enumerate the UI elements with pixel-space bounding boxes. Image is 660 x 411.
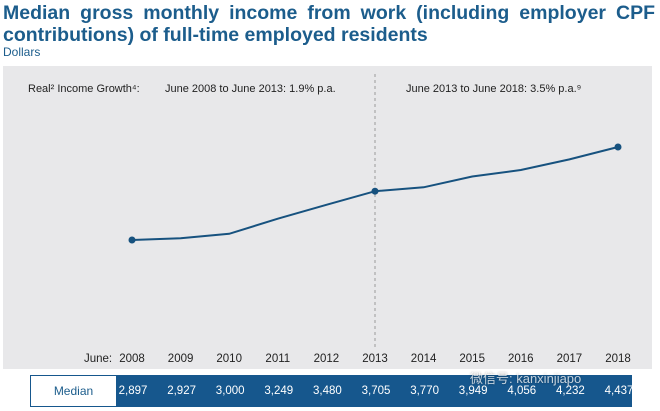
median-table-row: Median 2,897 2,927 3,000 3,249 3,480 3,705 3,7… bbox=[30, 375, 633, 407]
chart-title: Median gross monthly income from work (i… bbox=[3, 2, 655, 46]
data-point-2013 bbox=[371, 187, 379, 195]
x-tick-label-2012: 2012 bbox=[314, 353, 340, 365]
x-tick-label-2014: 2014 bbox=[411, 353, 437, 365]
median-value-2008: 2,897 bbox=[118, 385, 148, 397]
median-value-2010: 3,000 bbox=[215, 385, 245, 397]
median-value-2013: 3,705 bbox=[361, 385, 391, 397]
unit-label: Dollars bbox=[3, 45, 41, 59]
x-tick-label-2018: 2018 bbox=[605, 353, 631, 365]
median-value-2016: 4,056 bbox=[507, 385, 537, 397]
median-value-2015: 3,949 bbox=[458, 385, 488, 397]
x-tick-label-2016: 2016 bbox=[508, 353, 534, 365]
median-value-2018: 4,437 bbox=[604, 385, 634, 397]
x-tick-label-2015: 2015 bbox=[459, 353, 485, 365]
growth-annotation-2013-2018: June 2013 to June 2018: 3.5% p.a.⁹ bbox=[406, 83, 581, 95]
x-tick-label-2009: 2009 bbox=[168, 353, 194, 365]
x-tick-label-2011: 2011 bbox=[265, 353, 290, 365]
x-axis-prefix: June: bbox=[84, 353, 112, 365]
x-tick-label-2017: 2017 bbox=[557, 353, 583, 365]
x-tick-label-2008: 2008 bbox=[119, 353, 145, 365]
median-value-2011: 3,249 bbox=[264, 385, 294, 397]
chart-panel bbox=[3, 66, 652, 369]
data-point-2018 bbox=[614, 143, 622, 151]
median-row-label: Median bbox=[31, 376, 116, 406]
growth-annotation-prefix: Real² Income Growth⁴: bbox=[28, 83, 140, 95]
median-value-2017: 4,232 bbox=[556, 385, 585, 397]
data-point-2008 bbox=[128, 236, 136, 244]
median-value-2009: 2,927 bbox=[167, 385, 196, 397]
median-value-2014: 3,770 bbox=[410, 385, 439, 397]
x-tick-label-2010: 2010 bbox=[216, 353, 242, 365]
median-value-2012: 3,480 bbox=[313, 385, 342, 397]
x-tick-label-2013: 2013 bbox=[362, 353, 388, 365]
watermark-text: 微信号: kanxinjiapo bbox=[470, 371, 582, 386]
growth-annotation-2008-2013: June 2008 to June 2013: 1.9% p.a. bbox=[165, 83, 336, 95]
